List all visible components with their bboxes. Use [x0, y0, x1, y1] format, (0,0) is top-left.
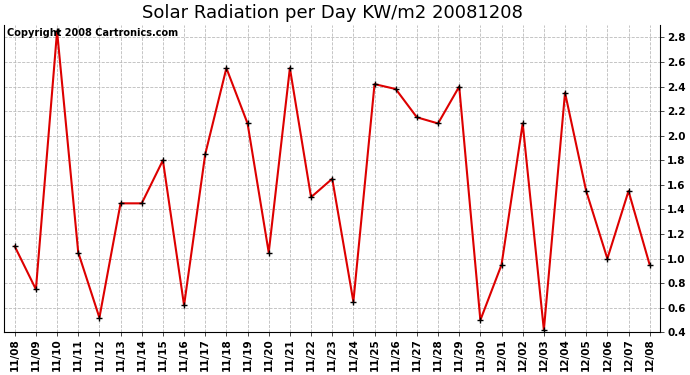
Title: Solar Radiation per Day KW/m2 20081208: Solar Radiation per Day KW/m2 20081208 [141, 4, 522, 22]
Text: Copyright 2008 Cartronics.com: Copyright 2008 Cartronics.com [8, 28, 179, 38]
